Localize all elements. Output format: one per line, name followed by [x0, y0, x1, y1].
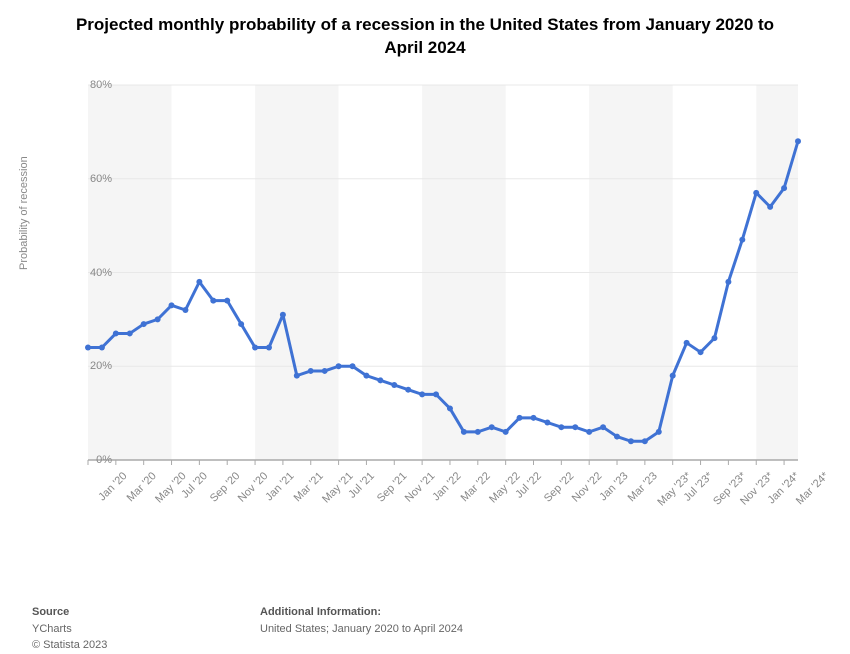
additional-label: Additional Information: [260, 606, 381, 618]
footer-additional: Additional Information: United States; J… [260, 604, 463, 637]
chart-title: Projected monthly probability of a reces… [0, 14, 850, 60]
y-tick-label: 40% [90, 267, 112, 279]
y-tick-label: 80% [90, 79, 112, 91]
x-tick-label: Sep '22 [542, 470, 577, 505]
copyright: © Statista 2023 [32, 639, 107, 651]
x-tick-label: Jan '22 [430, 470, 463, 503]
line-chart-svg [78, 80, 808, 460]
x-tick-label: Nov '21 [403, 470, 438, 505]
x-tick-label: Jan '23 [597, 470, 630, 503]
y-tick-label: 60% [90, 173, 112, 185]
y-tick-label: 20% [90, 360, 112, 372]
y-axis-label: Probability of recession [18, 156, 30, 270]
x-tick-label: Mar '22 [459, 470, 493, 504]
x-tick-label: Nov '22 [570, 470, 605, 505]
additional-value: United States; January 2020 to April 202… [260, 623, 463, 635]
x-tick-label: Jan '20 [96, 470, 129, 503]
x-tick-label: Sep '21 [375, 470, 410, 505]
x-tick-label: Nov '20 [236, 470, 271, 505]
x-tick-label: Jan '21 [263, 470, 296, 503]
x-tick-label: Mar '20 [124, 470, 158, 504]
plot-area [78, 80, 808, 460]
x-tick-label: Mar '21 [292, 470, 326, 504]
chart-container: Projected monthly probability of a reces… [0, 0, 850, 632]
x-tick-label: Sep '20 [208, 470, 243, 505]
y-tick-label: 0% [96, 454, 112, 466]
source-value: YCharts [32, 623, 72, 635]
footer-source: Source YCharts © Statista 2023 [32, 604, 107, 654]
source-label: Source [32, 606, 69, 618]
